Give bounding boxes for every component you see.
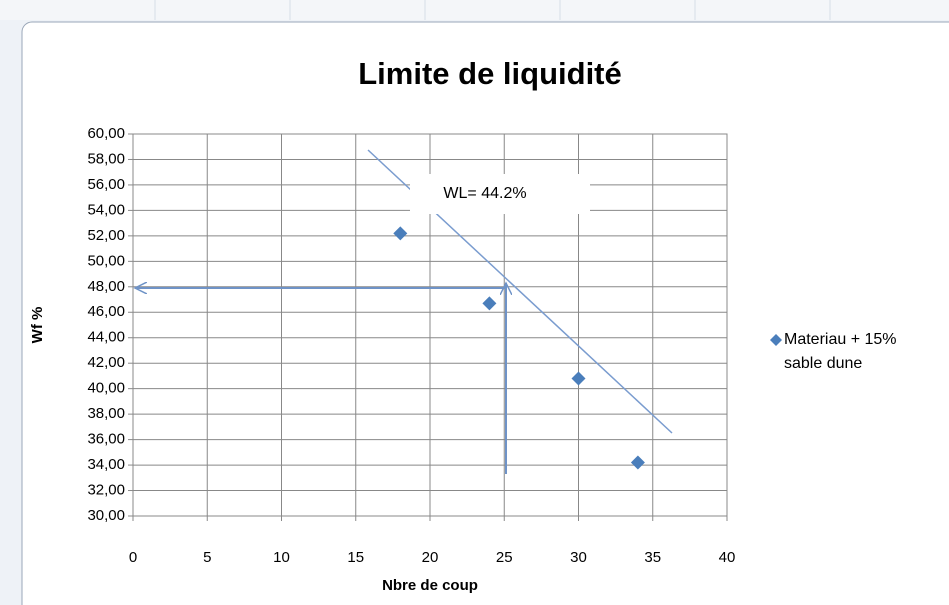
y-tick-label: 48,00 xyxy=(87,278,125,295)
annotation: WL= 44.2% xyxy=(443,185,526,202)
y-tick-label: 52,00 xyxy=(87,227,125,244)
y-tick-label: 60,00 xyxy=(87,125,125,142)
y-tick-label: 50,00 xyxy=(87,252,125,269)
x-tick-label: 35 xyxy=(644,549,661,566)
legend-label: Materiau + 15% sable dune xyxy=(784,331,897,372)
legend: Materiau + 15% sable dune xyxy=(770,328,914,376)
y-tick-label: 30,00 xyxy=(87,507,125,524)
y-tick-label: 46,00 xyxy=(87,303,125,320)
y-tick-label: 56,00 xyxy=(87,176,125,193)
chart-title: Limite de liquidité xyxy=(358,56,622,91)
y-tick-label: 32,00 xyxy=(87,482,125,499)
marker xyxy=(630,455,645,470)
x-tick-label: 10 xyxy=(273,549,290,566)
sheet-columns xyxy=(154,0,831,20)
legend-entry: Materiau + 15% sable dune xyxy=(770,328,914,376)
y-tick-label: 44,00 xyxy=(87,329,125,346)
marker xyxy=(482,296,497,311)
x-tick-label: 40 xyxy=(719,549,736,566)
x-tick-label: 20 xyxy=(422,549,439,566)
overlay: WL= 44.2% xyxy=(135,149,673,474)
x-tick-label: 5 xyxy=(203,549,211,566)
y-tick-label: 58,00 xyxy=(87,150,125,167)
marker xyxy=(393,226,408,241)
y-tick-label: 34,00 xyxy=(87,456,125,473)
y-axis-label: Wf % xyxy=(29,307,46,344)
plot: 30,00 32,00 34,00 36,00 38,00 40,00 42,00 44,00… xyxy=(87,125,735,566)
legend-key xyxy=(770,334,782,346)
x-tick-label: 25 xyxy=(496,549,513,566)
x-axis-label: Nbre de coup xyxy=(382,577,478,594)
y-tick-label: 38,00 xyxy=(87,405,125,422)
annotation-box xyxy=(410,174,590,214)
marker xyxy=(571,371,586,386)
y-tick-label: 42,00 xyxy=(87,354,125,371)
legend-marker xyxy=(770,334,782,346)
x-tick-label: 0 xyxy=(129,549,137,566)
sheet-strip xyxy=(0,0,949,20)
y-tick-label: 54,00 xyxy=(87,201,125,218)
y-tick-label: 40,00 xyxy=(87,380,125,397)
x-tick-label: 15 xyxy=(347,549,364,566)
y-tick-label: 36,00 xyxy=(87,431,125,448)
x-tick-label: 30 xyxy=(570,549,587,566)
